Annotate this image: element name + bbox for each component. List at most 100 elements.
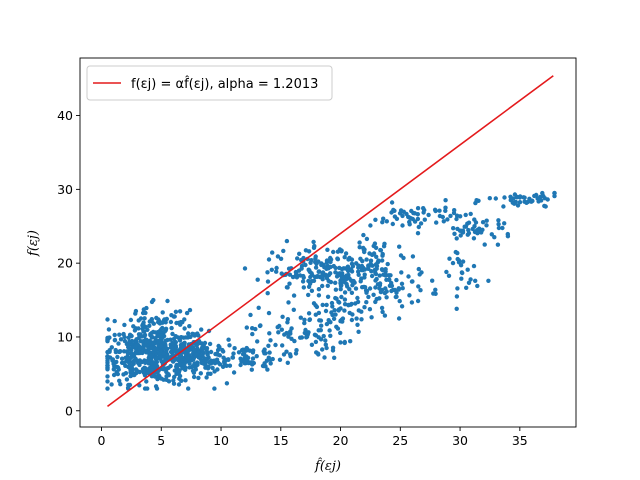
data-point: [142, 316, 147, 321]
data-point: [484, 218, 489, 223]
data-point: [311, 239, 316, 245]
data-point: [208, 349, 214, 355]
data-point: [327, 328, 332, 333]
data-point: [162, 341, 167, 346]
data-point: [285, 360, 290, 365]
data-point: [356, 269, 361, 274]
data-point: [122, 322, 127, 328]
data-point: [331, 316, 337, 321]
data-point: [105, 356, 110, 361]
data-point: [255, 277, 260, 282]
data-point: [454, 236, 459, 241]
data-point: [373, 285, 378, 290]
data-point: [409, 300, 415, 305]
data-point: [338, 340, 343, 345]
data-point: [291, 307, 296, 312]
data-point: [133, 357, 138, 363]
data-point: [268, 361, 273, 366]
data-point: [265, 279, 271, 284]
data-point: [470, 226, 475, 232]
fit-line: [107, 75, 554, 407]
data-point: [190, 364, 195, 369]
data-point: [369, 273, 375, 279]
data-point: [320, 283, 325, 289]
data-point: [306, 292, 311, 298]
data-point: [333, 312, 338, 317]
data-point: [462, 224, 467, 229]
data-point: [369, 269, 374, 274]
data-point: [285, 320, 290, 325]
data-point: [224, 381, 230, 386]
data-point: [262, 361, 267, 366]
data-point: [316, 287, 322, 292]
data-point: [105, 379, 110, 384]
data-point: [331, 249, 336, 255]
data-point: [166, 355, 172, 360]
data-point: [115, 354, 120, 360]
data-point: [367, 286, 373, 291]
y-tick-label: 30: [57, 182, 73, 197]
data-point: [107, 335, 112, 340]
data-point: [301, 273, 306, 279]
data-point: [295, 256, 300, 261]
data-point: [275, 254, 281, 259]
data-point: [191, 357, 196, 362]
data-point: [268, 338, 273, 343]
data-point: [418, 221, 424, 226]
data-point: [156, 373, 161, 378]
data-point: [458, 263, 464, 268]
data-point: [145, 327, 150, 332]
data-point: [332, 355, 337, 360]
data-point: [125, 351, 131, 356]
data-point: [454, 306, 459, 311]
data-point: [357, 245, 362, 250]
data-point: [348, 339, 353, 344]
data-point: [394, 216, 400, 221]
data-point: [307, 317, 313, 322]
data-point: [110, 357, 116, 362]
data-point: [195, 362, 200, 367]
data-point: [502, 221, 507, 226]
data-point: [359, 317, 364, 322]
data-point: [416, 284, 421, 289]
data-point: [415, 206, 421, 211]
data-point: [374, 266, 379, 271]
data-point: [105, 367, 110, 372]
data-point: [190, 368, 196, 373]
data-point: [342, 308, 347, 313]
data-point: [111, 367, 117, 372]
data-point: [354, 316, 359, 321]
data-point: [340, 319, 345, 324]
data-point: [178, 319, 184, 325]
x-tick-label: 10: [213, 433, 229, 448]
data-point: [329, 310, 334, 315]
data-point: [441, 219, 446, 224]
data-point: [447, 256, 452, 261]
data-point: [176, 370, 182, 375]
data-point: [454, 213, 460, 218]
data-point: [281, 352, 287, 357]
data-point: [437, 208, 442, 213]
data-point: [129, 345, 135, 350]
data-point: [362, 249, 367, 255]
data-point: [194, 352, 199, 357]
data-point: [385, 261, 390, 267]
data-point: [342, 290, 348, 295]
data-point: [198, 356, 203, 361]
data-point: [258, 323, 263, 328]
data-point: [291, 293, 297, 298]
data-point: [306, 249, 312, 254]
data-point: [284, 238, 290, 244]
data-points-layer: [105, 190, 557, 391]
data-point: [124, 359, 129, 364]
data-point: [310, 272, 315, 278]
data-point: [118, 337, 124, 342]
data-point: [373, 271, 379, 277]
data-point: [540, 190, 545, 196]
data-point: [362, 267, 368, 272]
data-point: [320, 270, 326, 275]
data-point: [112, 318, 117, 324]
data-point: [296, 268, 302, 273]
data-point: [376, 258, 381, 263]
data-point: [455, 286, 460, 291]
